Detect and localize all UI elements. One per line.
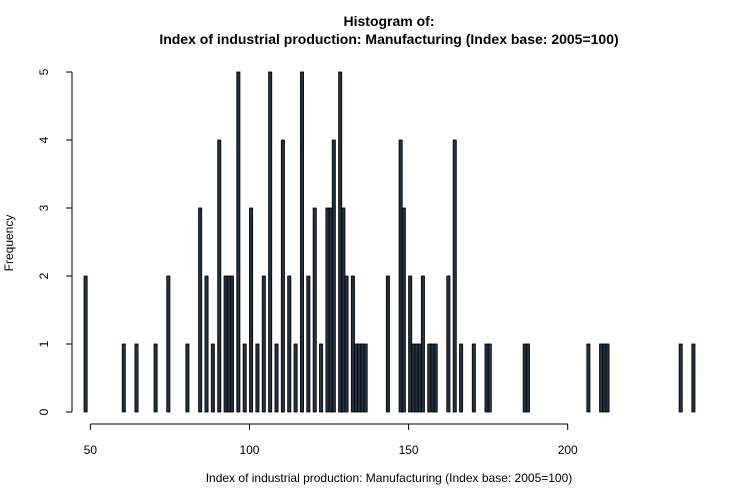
histogram-bar [341,207,346,413]
histogram-bar [249,207,254,413]
histogram-bar [691,343,696,413]
histogram-bar [401,207,406,413]
histogram-bar [242,343,247,413]
histogram-bar [420,275,425,413]
histogram-bar [185,343,190,413]
histogram-bar [268,71,273,413]
histogram-bar [210,343,215,413]
histogram-bar [166,275,171,413]
chart-title-line1: Histogram of: [344,13,435,29]
histogram-bar [354,343,359,413]
histogram-bar [299,71,304,413]
histogram-bar [602,343,607,413]
histogram-bar [274,343,279,413]
chart-title-line2: Index of industrial production: Manufact… [159,31,618,47]
histogram-bar [331,139,336,413]
histogram-bars [83,71,696,413]
histogram-bar [446,275,451,413]
histogram-bar [217,139,222,413]
y-axis-label: Frequency [2,215,16,272]
histogram-bar [414,343,419,413]
histogram-bar [408,275,413,413]
histogram-bar [153,343,158,413]
histogram-bar [605,343,610,413]
y-tick-label: 3 [37,204,51,211]
histogram-bar [204,275,209,413]
histogram-bar [83,275,88,413]
histogram-bar [223,275,228,413]
histogram-bar [293,343,298,413]
histogram-bar [452,139,457,413]
histogram-bar [319,343,324,413]
histogram-bar [312,207,317,413]
histogram-bar [255,343,260,413]
histogram-bar [236,71,241,413]
x-tick-label: 200 [558,443,578,457]
histogram-bar [522,343,527,413]
histogram-bar [261,275,266,413]
histogram-bar [484,343,489,413]
histogram-bar [417,343,422,413]
histogram-bar [287,275,292,413]
histogram-bar [357,343,362,413]
histogram-bar [427,343,432,413]
y-tick-label: 4 [37,136,51,143]
histogram-bar [328,207,333,413]
histogram-bar [586,343,591,413]
histogram-bar [363,343,368,413]
x-tick-label: 150 [399,443,419,457]
histogram-bar [678,343,683,413]
histogram-bar [229,275,234,413]
y-tick-label: 5 [37,68,51,75]
x-axis: 50 100 150 200 [84,423,578,457]
y-axis: 0 1 2 3 4 5 [37,68,73,415]
histogram-bar [599,343,604,413]
x-tick-label: 100 [239,443,259,457]
histogram-bar [306,275,311,413]
x-tick-label: 50 [84,443,98,457]
histogram-bar [411,343,416,413]
histogram-bar [360,343,365,413]
histogram-bar [487,343,492,413]
histogram-bar [525,343,530,413]
y-tick-label: 0 [37,408,51,415]
histogram-bar [430,343,435,413]
x-axis-label: Index of industrial production: Manufact… [206,471,573,485]
y-tick-label: 2 [37,272,51,279]
histogram-bar [350,275,355,413]
histogram-bar [198,207,203,413]
histogram-bar [226,275,231,413]
histogram-bar [398,139,403,413]
y-tick-label: 1 [37,340,51,347]
histogram-bar [134,343,139,413]
histogram-bar [338,71,343,413]
histogram-bar [459,343,464,413]
histogram-bar [325,207,330,413]
histogram-bar [121,343,126,413]
histogram-bar [344,275,349,413]
histogram-bar [280,139,285,413]
histogram-bar [385,275,390,413]
histogram-bar [471,343,476,413]
histogram-bar [433,343,438,413]
